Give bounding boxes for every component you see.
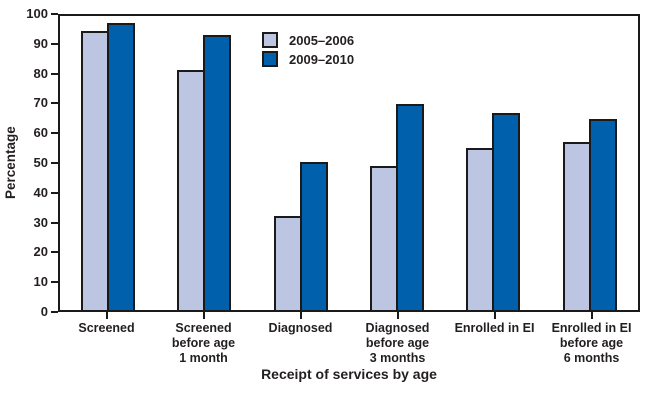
y-tick-label: 70 (33, 95, 48, 111)
x-tick (299, 312, 302, 319)
bar-2005-2006 (466, 148, 495, 310)
legend: 2005–2006 2009–2010 (262, 32, 355, 67)
bar-2005-2006 (273, 215, 302, 310)
y-tick-label: 0 (40, 304, 48, 319)
bar-group (156, 16, 252, 310)
y-tick (51, 162, 58, 164)
x-category-labels: Screened Screened before age 1 month Diagnos… (58, 312, 640, 366)
bar-group (60, 16, 156, 310)
bar-2009-2010 (588, 118, 617, 310)
x-tick (396, 312, 399, 319)
y-tick-label: 10 (33, 274, 48, 290)
category-label: Diagnosed before age 3 months (349, 312, 446, 366)
y-tick-label: 40 (33, 184, 48, 200)
legend-label-2009-2010: 2009–2010 (289, 51, 355, 67)
bar-2009-2010 (396, 104, 425, 310)
y-tick (51, 221, 58, 224)
y-tick-label: 80 (33, 65, 48, 81)
x-tick (105, 312, 108, 319)
legend-swatch-2005-2006 (262, 32, 278, 48)
category-label: Diagnosed (252, 312, 349, 366)
bar-2005-2006 (370, 165, 399, 310)
y-tick (51, 191, 58, 194)
bar-2005-2006 (562, 142, 591, 310)
y-tick (51, 251, 58, 254)
y-tick (51, 311, 58, 313)
x-tick (202, 312, 205, 319)
y-tick (51, 13, 58, 15)
y-tick-label: 30 (33, 214, 48, 230)
bar-groups (60, 16, 638, 310)
bar-group (542, 16, 638, 310)
bar-2009-2010 (299, 161, 328, 310)
y-tick (51, 102, 58, 105)
bar-2009-2010 (492, 113, 521, 310)
category-label: Screened before age 1 month (155, 312, 252, 366)
y-tick-label: 90 (33, 35, 48, 51)
y-tick-label: 60 (33, 125, 48, 141)
y-tick-label: 100 (26, 6, 48, 21)
bar-group (445, 16, 541, 310)
legend-swatch-2009-2010 (262, 51, 278, 67)
y-tick (51, 281, 58, 284)
bar-2005-2006 (177, 70, 206, 310)
bar-group (349, 16, 445, 310)
y-tick (51, 72, 58, 75)
y-tick-label: 20 (33, 244, 48, 260)
bar-2009-2010 (107, 23, 136, 310)
x-axis-title: Receipt of services by age (261, 366, 437, 382)
category-label: Enrolled in EI (446, 312, 543, 366)
legend-item-2009-2010: 2009–2010 (262, 51, 355, 67)
x-tick (493, 312, 496, 319)
bar-group (253, 16, 349, 310)
legend-label-2005-2006: 2005–2006 (289, 32, 355, 48)
bar-2009-2010 (203, 35, 232, 310)
category-label: Enrolled in EI before age 6 months (543, 312, 640, 366)
bar-2005-2006 (81, 30, 110, 310)
plot-area (58, 14, 640, 312)
x-tick (590, 312, 593, 319)
legend-item-2005-2006: 2005–2006 (262, 32, 355, 48)
y-tick (51, 42, 58, 45)
category-label: Screened (58, 312, 155, 366)
y-tick-label: 50 (33, 155, 48, 170)
y-tick (51, 132, 58, 135)
